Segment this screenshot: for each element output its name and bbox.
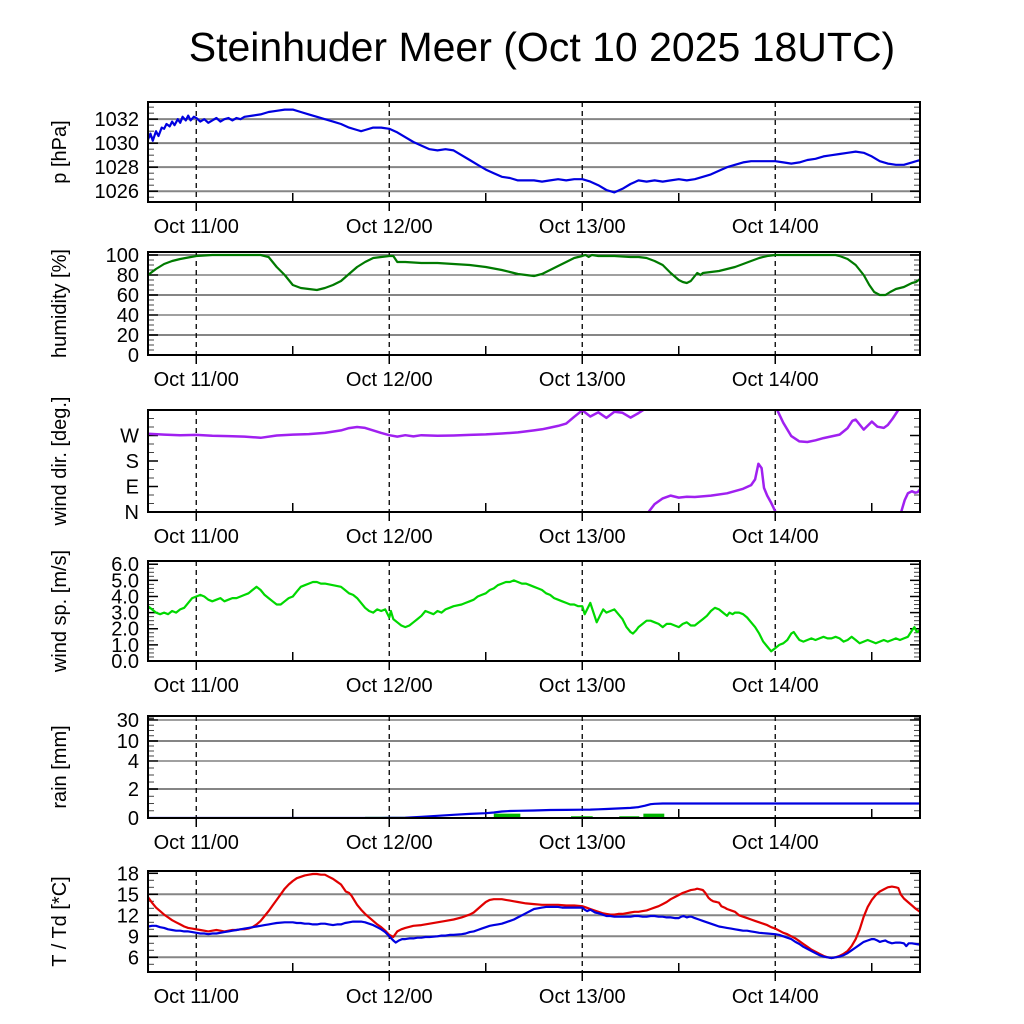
panel-pressure: Oct 11/00 Oct 12/00 Oct 13/00 Oct 14/00 1026… <box>49 101 921 238</box>
y-tick-label: 40 <box>117 305 139 327</box>
panel-frame <box>147 715 921 819</box>
panel-wind-speed: Oct 11/00 Oct 12/00 Oct 13/00 Oct 14/00 0.01… <box>49 550 921 697</box>
y-axis-title: humidity [%] <box>49 249 71 358</box>
x-tick-label: Oct 12/00 <box>346 526 433 548</box>
y-tick-label: 10 <box>117 731 139 753</box>
y-tick-label: 1030 <box>95 133 140 155</box>
panel-frame <box>147 560 921 662</box>
x-tick-label: Oct 13/00 <box>539 526 626 548</box>
x-tick-label: Oct 13/00 <box>539 986 626 1008</box>
y-tick-label: 60 <box>117 285 139 307</box>
y-tick-label: N <box>125 502 139 524</box>
x-tick-label: Oct 14/00 <box>732 675 819 697</box>
panel-humidity: Oct 11/00 Oct 12/00 Oct 13/00 Oct 14/00 0204… <box>49 245 921 391</box>
y-axis-title: T / Td [*C] <box>49 876 71 966</box>
x-tick-label: Oct 11/00 <box>154 986 239 1008</box>
series-temperature <box>148 872 920 960</box>
y-tick-label: 12 <box>117 905 139 927</box>
y-tick-label: 100 <box>106 245 139 267</box>
x-tick-label: Oct 12/00 <box>346 986 433 1008</box>
panel-rain: Oct 11/00 Oct 12/00 Oct 13/00 Oct 14/00 0 2 41… <box>49 710 921 854</box>
y-tick-label: W <box>120 426 139 448</box>
x-tick-label: Oct 13/00 <box>539 216 626 238</box>
x-tick-label: Oct 12/00 <box>346 369 433 391</box>
y-tick-label: 1026 <box>95 181 140 203</box>
x-tick-label: Oct 14/00 <box>732 216 819 238</box>
x-tick-label: Oct 13/00 <box>539 675 626 697</box>
x-tick-label: Oct 11/00 <box>154 526 239 548</box>
y-tick-label: 9 <box>128 926 139 948</box>
y-axis-title: wind sp. [m/s] <box>49 550 71 673</box>
y-tick-label: 20 <box>117 325 139 347</box>
x-tick-label: Oct 13/00 <box>539 832 626 854</box>
y-tick-label: 30 <box>117 710 139 732</box>
series-accumulated-rain <box>148 802 920 818</box>
y-axis-title: rain [mm] <box>49 725 71 808</box>
y-tick-label: 1028 <box>95 157 140 179</box>
y-tick-label: 6.0 <box>111 554 139 576</box>
series-wind-speed <box>148 579 920 653</box>
x-tick-label: Oct 14/00 <box>732 526 819 548</box>
y-tick-label: 0 <box>128 808 139 830</box>
y-tick-label: 15 <box>117 884 139 906</box>
x-tick-label: Oct 11/00 <box>154 369 239 391</box>
y-axis-title: wind dir. [deg.] <box>49 397 71 527</box>
panel-wind-direction: Oct 11/00 Oct 12/00 Oct 13/00 Oct 14/00 NESW… <box>49 397 921 548</box>
x-tick-label: Oct 13/00 <box>539 369 626 391</box>
panel-frame <box>147 409 921 513</box>
x-tick-label: Oct 12/00 <box>346 675 433 697</box>
x-tick-label: Oct 11/00 <box>154 216 239 238</box>
series-wind-direction <box>148 410 920 512</box>
series-pressure <box>148 108 920 194</box>
y-tick-label: 3.0 <box>111 603 139 625</box>
series-humidity <box>148 253 920 297</box>
x-tick-label: Oct 14/00 <box>732 369 819 391</box>
panel-frame <box>147 870 921 973</box>
y-tick-label: 1.0 <box>111 635 139 657</box>
y-tick-label: E <box>126 477 139 499</box>
rain-rate-bars <box>493 813 521 818</box>
y-tick-label: 1032 <box>95 109 140 131</box>
x-tick-label: Oct 11/00 <box>154 832 239 854</box>
panel-temperature: Oct 11/00 Oct 12/00 Oct 13/00 Oct 14/00 6912… <box>49 863 921 1008</box>
y-tick-label: 80 <box>117 265 139 287</box>
series-dew-point <box>148 905 920 960</box>
x-tick-label: Oct 11/00 <box>154 675 239 697</box>
x-tick-label: Oct 12/00 <box>346 216 433 238</box>
y-tick-label: 6 <box>128 947 139 969</box>
y-tick-label: 0.0 <box>111 651 139 673</box>
y-tick-label: 4.0 <box>111 586 139 608</box>
y-axis-title: p [hPa] <box>49 120 71 183</box>
y-tick-label: 0 <box>128 345 139 367</box>
x-tick-label: Oct 12/00 <box>346 832 433 854</box>
y-tick-label: 2.0 <box>111 619 139 641</box>
rain-rate-bars <box>643 813 665 818</box>
y-tick-label: 4 <box>128 751 139 773</box>
y-tick-label: S <box>126 451 139 473</box>
chart-title: Steinhuder Meer (Oct 10 2025 18UTC) <box>188 24 896 70</box>
panel-frame <box>147 101 921 203</box>
y-tick-label: 18 <box>117 863 139 885</box>
panel-frame <box>147 251 921 356</box>
x-tick-label: Oct 14/00 <box>732 832 819 854</box>
y-tick-label: 2 <box>128 779 139 801</box>
x-tick-label: Oct 14/00 <box>732 986 819 1008</box>
y-tick-label: 5.0 <box>111 570 139 592</box>
